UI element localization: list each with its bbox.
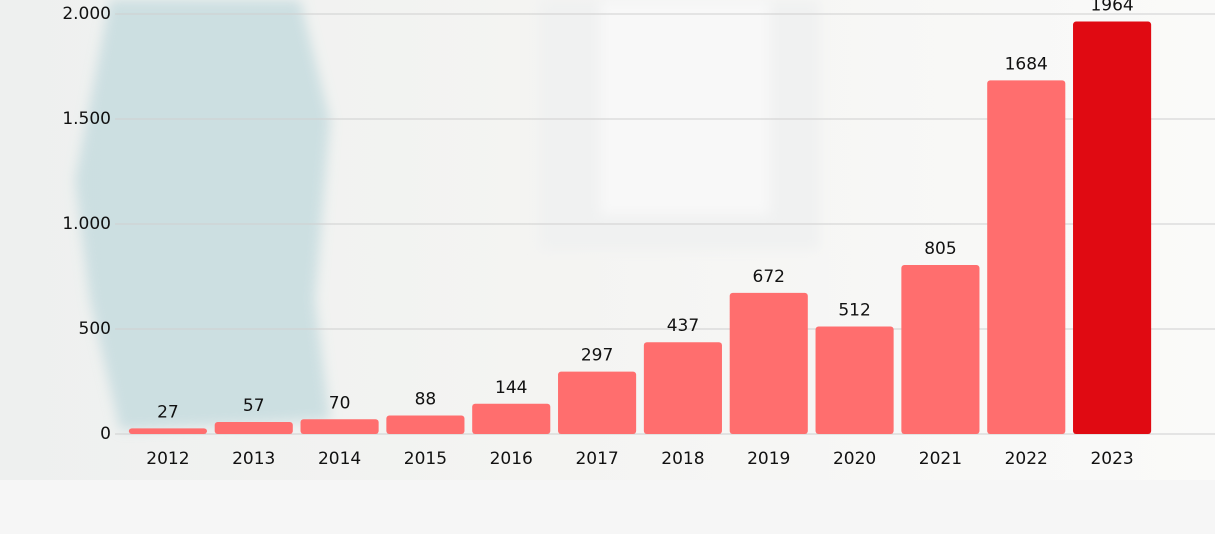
y-tick-label: 1.500	[62, 109, 111, 129]
value-label: 297	[581, 346, 613, 366]
value-label: 437	[667, 316, 699, 336]
bar	[815, 326, 894, 434]
value-label: 512	[838, 300, 870, 320]
bar	[300, 419, 379, 434]
bar	[1073, 21, 1152, 435]
value-label: 70	[329, 393, 351, 413]
value-label: 144	[495, 378, 527, 398]
x-tick-label: 2015	[404, 449, 447, 469]
bar	[128, 428, 207, 434]
value-label: 88	[415, 390, 437, 410]
x-tick-label: 2018	[661, 449, 704, 469]
value-label: 27	[157, 402, 179, 422]
value-label: 672	[753, 267, 785, 287]
x-tick-label: 2017	[575, 449, 618, 469]
value-label: 1684	[1005, 54, 1048, 74]
x-tick-label: 2022	[1005, 449, 1048, 469]
x-tick-label: 2013	[232, 449, 275, 469]
x-tick-label: 2012	[146, 449, 189, 469]
y-tick-label: 2.000	[62, 4, 111, 24]
x-tick-label: 2021	[919, 449, 962, 469]
y-tick-label: 500	[79, 319, 111, 339]
bar	[558, 371, 637, 434]
bar	[643, 342, 722, 434]
bar	[729, 292, 808, 434]
value-label: 1964	[1090, 0, 1133, 16]
x-tick-label: 2019	[747, 449, 790, 469]
bar	[901, 264, 980, 434]
x-tick-label: 2020	[833, 449, 876, 469]
bar	[472, 403, 551, 434]
y-tick-label: 0	[100, 424, 111, 444]
value-label: 805	[924, 239, 956, 259]
bar	[386, 415, 465, 434]
bar	[214, 422, 293, 434]
bar	[987, 80, 1066, 435]
value-label: 57	[243, 396, 265, 416]
x-tick-label: 2023	[1090, 449, 1133, 469]
x-tick-label: 2016	[490, 449, 533, 469]
y-tick-label: 1.000	[62, 214, 111, 234]
plot-area: 0 500 1.000 1.500 2.000 27 2012 57 2013 70 2014 88 2…	[62, 0, 1215, 469]
x-tick-label: 2014	[318, 449, 361, 469]
